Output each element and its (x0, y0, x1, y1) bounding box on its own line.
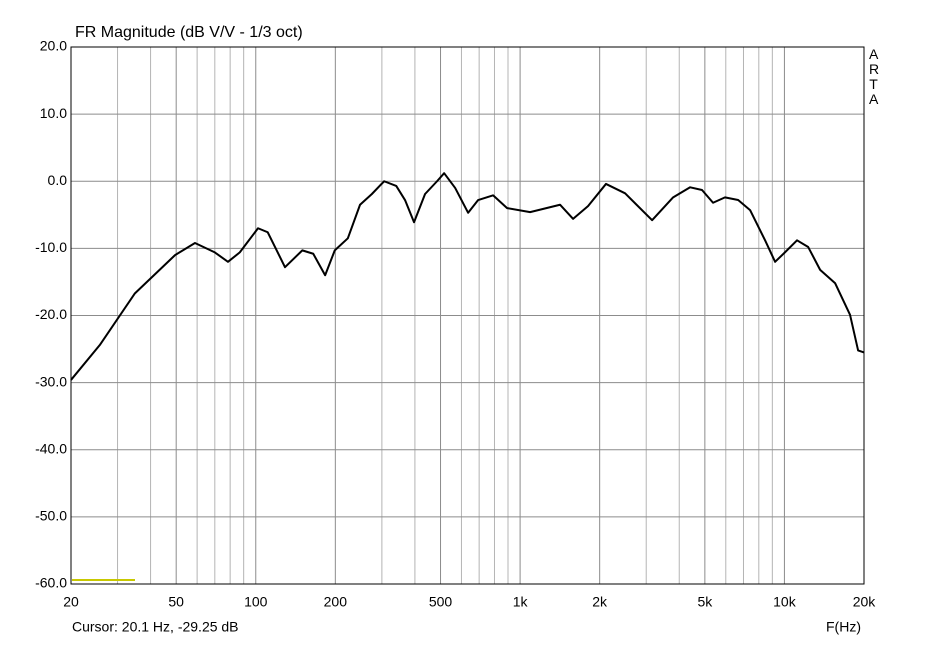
x-tick-label: 100 (244, 594, 268, 610)
y-tick-label: 0.0 (48, 172, 68, 188)
x-tick-label: 10k (773, 594, 797, 610)
y-tick-label: -60.0 (35, 575, 67, 591)
y-tick-label: -20.0 (35, 306, 67, 322)
x-tick-label: 20 (63, 594, 79, 610)
x-tick-label: 2k (592, 594, 608, 610)
y-tick-label: -10.0 (35, 239, 67, 255)
x-tick-label: 500 (429, 594, 453, 610)
x-tick-label: 5k (697, 594, 713, 610)
x-axis-label: F(Hz) (826, 619, 861, 635)
y-tick-label: -40.0 (35, 440, 67, 456)
y-tick-label: -50.0 (35, 508, 67, 524)
plot-border (70, 46, 865, 585)
x-tick-label: 1k (513, 594, 529, 610)
brand: ARTA (869, 46, 880, 107)
y-tick-label: -30.0 (35, 373, 67, 389)
cursor-readout: Cursor: 20.1 Hz, -29.25 dB (72, 619, 239, 635)
chart-title: FR Magnitude (dB V/V - 1/3 oct) (75, 24, 303, 41)
grid (70, 46, 865, 585)
x-tick-label: 50 (168, 594, 184, 610)
y-tick-label: 10.0 (40, 105, 67, 121)
y-tick-label: 20.0 (40, 38, 67, 54)
x-tick-label: 200 (324, 594, 348, 610)
response-curve (70, 172, 865, 381)
x-tick-label: 20k (853, 594, 877, 610)
